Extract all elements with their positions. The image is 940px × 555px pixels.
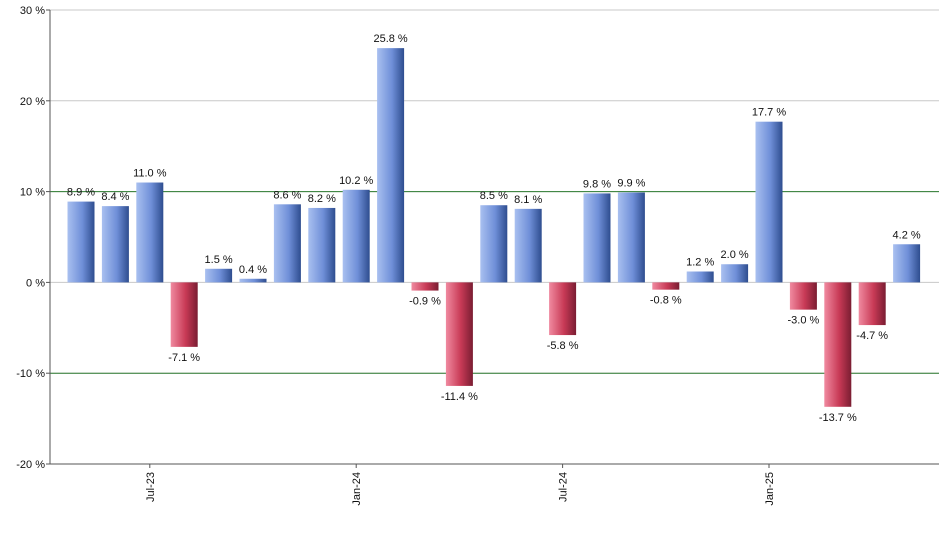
bar-value-label: 17.7 %: [752, 107, 786, 119]
bar-value-label: 9.9 %: [617, 178, 645, 190]
bars: [67, 48, 921, 407]
x-tick-labels: Jul-23 Jan-24 Jul-24 Jan-25: [145, 472, 776, 506]
bar-value-label: 10.2 %: [339, 175, 373, 187]
bar: [514, 208, 542, 283]
bar: [308, 207, 336, 283]
bar-value-label: -3.0 %: [788, 315, 820, 327]
bar: [342, 189, 370, 283]
bar: [617, 192, 645, 283]
y-tick-label: 10 %: [20, 187, 45, 199]
bar-value-label: 8.5 %: [480, 190, 508, 202]
y-tick-label: 30 %: [20, 5, 45, 17]
bar-value-label: -13.7 %: [819, 412, 857, 424]
bar-value-label: 0.4 %: [239, 264, 267, 276]
bar-value-label: 11.0 %: [133, 168, 167, 180]
y-tick-label: -10 %: [16, 368, 45, 380]
data-labels: 8.9 % 8.4 % 11.0 % -7.1 % 1.5 % 0.4 % 8.6 % 8.2…: [67, 33, 921, 424]
bar: [101, 206, 129, 283]
y-tick-label: -20 %: [16, 459, 45, 471]
bar-value-label: 2.0 %: [721, 249, 749, 261]
bar: [480, 205, 508, 283]
bar: [858, 282, 886, 326]
x-tick-label: Jul-23: [145, 472, 157, 502]
bar-value-label: -0.9 %: [409, 296, 441, 308]
bar: [583, 193, 611, 283]
bar-value-label: 4.2 %: [893, 229, 921, 241]
bar: [411, 282, 439, 291]
bar: [549, 282, 577, 336]
bar-value-label: 8.1 %: [514, 194, 542, 206]
bar-value-label: 8.4 %: [101, 191, 129, 203]
bar-value-label: 1.2 %: [686, 257, 714, 269]
bar: [205, 268, 233, 283]
bar: [445, 282, 473, 386]
reference-lines: [50, 191, 939, 374]
bar-value-label: 8.6 %: [273, 189, 301, 201]
bar: [755, 121, 783, 283]
bar-value-label: 9.8 %: [583, 178, 611, 190]
x-tick-label: Jan-24: [351, 472, 363, 506]
bar: [824, 282, 852, 407]
bar-value-label: 1.5 %: [205, 254, 233, 266]
bar-value-label: 8.9 %: [67, 187, 95, 199]
x-tick-label: Jan-25: [764, 472, 776, 506]
axes: [46, 9, 939, 468]
bar: [170, 282, 198, 347]
y-tick-label: 0 %: [26, 277, 45, 289]
y-tick-labels: -20 % -10 % 0 % 10 % 20 % 30 %: [16, 5, 45, 471]
bar: [893, 244, 921, 283]
bar: [652, 282, 680, 290]
bar: [686, 271, 714, 283]
bar: [239, 278, 267, 283]
bar-value-label: -4.7 %: [856, 330, 888, 342]
bar-value-label: -5.8 %: [547, 340, 579, 352]
x-tick-label: Jul-24: [558, 472, 570, 502]
bar-value-label: -11.4 %: [441, 391, 478, 403]
y-tick-label: 20 %: [20, 96, 45, 108]
bar: [136, 182, 164, 283]
bar-value-label: -0.8 %: [650, 295, 682, 307]
bar: [377, 48, 405, 283]
bar-value-label: -7.1 %: [168, 352, 200, 364]
bar-value-label: 8.2 %: [308, 193, 336, 205]
bar-value-label: 25.8 %: [373, 33, 407, 45]
bar: [273, 204, 301, 283]
bar: [67, 201, 95, 283]
bar: [721, 264, 749, 283]
bar: [789, 282, 817, 310]
